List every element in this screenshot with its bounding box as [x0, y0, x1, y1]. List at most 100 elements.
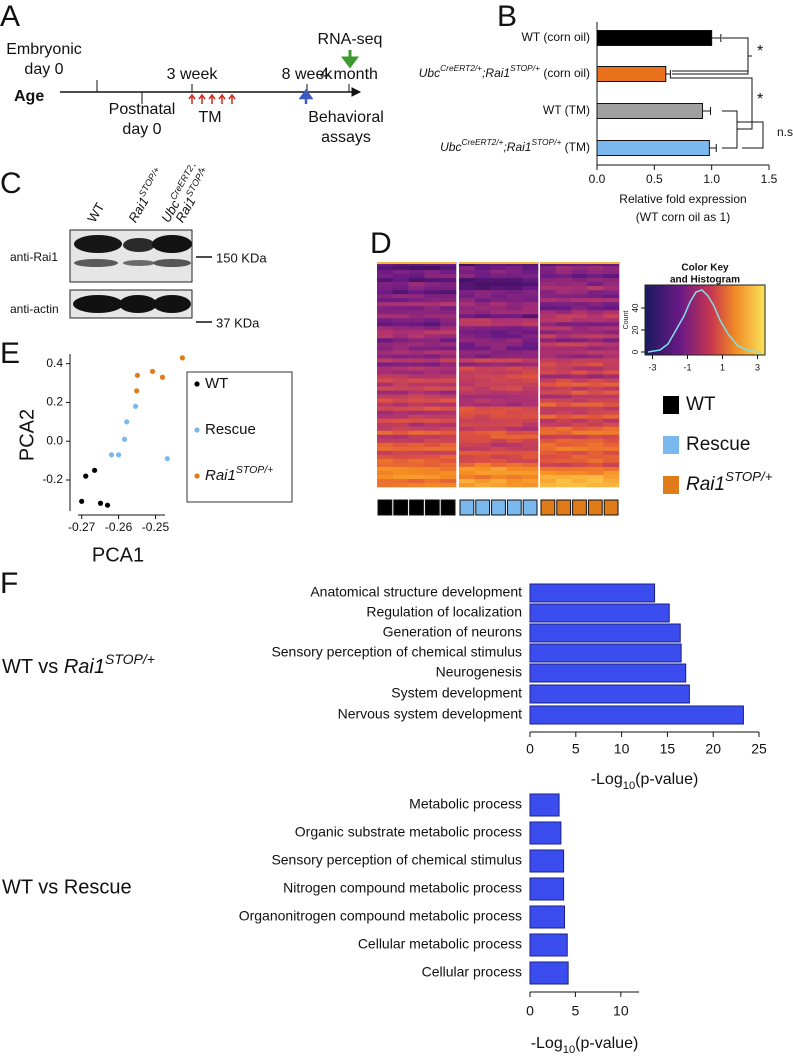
- heatmap-cell: [555, 342, 572, 347]
- heatmap-cell: [377, 406, 394, 411]
- text-segment: (corn oil): [540, 66, 590, 80]
- heatmap-cell: [506, 418, 523, 424]
- heatmap-cell: [490, 322, 507, 327]
- heatmap-cell: [490, 318, 507, 323]
- heatmap-cell: [377, 446, 394, 452]
- text-segment: WT: [85, 200, 108, 225]
- heatmap-cell: [408, 282, 425, 287]
- x-tick-label: 25: [751, 741, 767, 757]
- heatmap-cell: [459, 438, 476, 444]
- x-axis-label: (WT corn oil as 1): [636, 210, 730, 224]
- heatmap-cell: [440, 422, 457, 428]
- heatmap-cell: [540, 438, 557, 444]
- heatmap-cell: [571, 282, 588, 287]
- heatmap-cell: [587, 350, 604, 355]
- heatmap-cell: [474, 330, 491, 335]
- category-label: Organonitrogen compound metabolic proces…: [239, 908, 522, 924]
- heatmap-cell: [540, 434, 557, 440]
- heatmap-cell: [490, 410, 507, 415]
- heatmap-cell: [522, 278, 539, 283]
- heatmap-cell: [506, 446, 523, 452]
- heatmap-cell: [459, 314, 476, 319]
- heatmap-cell: [571, 326, 588, 331]
- heatmap-cell: [506, 294, 523, 299]
- heatmap-cell: [506, 422, 523, 428]
- heatmap-cell: [540, 474, 557, 480]
- heatmap-cell: [603, 466, 620, 472]
- heatmap-cell: [522, 266, 539, 271]
- panel-label: C: [0, 167, 22, 200]
- heatmap-cell: [522, 414, 539, 419]
- heatmap-cell: [555, 366, 572, 371]
- heatmap-cell: [571, 382, 588, 387]
- heatmap-cell: [571, 442, 588, 448]
- heatmap-cell: [474, 426, 491, 432]
- heatmap-cell: [392, 386, 409, 391]
- heatmap-cell: [474, 442, 491, 448]
- heatmap-cell: [603, 294, 620, 299]
- heatmap-cell: [603, 298, 620, 303]
- heatmap-cell: [424, 382, 441, 387]
- scatter-point: [121, 436, 128, 442]
- heatmap-cell: [424, 266, 441, 271]
- heatmap-cell: [571, 482, 588, 488]
- heatmap-cell: [459, 274, 476, 279]
- heatmap-cell: [377, 418, 394, 424]
- key-tick-label: -1: [683, 362, 691, 372]
- heatmap-cell: [440, 306, 457, 311]
- heatmap-cell: [490, 398, 507, 403]
- heatmap-cell: [408, 394, 425, 399]
- blot-label: anti-actin: [10, 302, 59, 316]
- heatmap-cell: [440, 366, 457, 371]
- heatmap-cell: [506, 266, 523, 271]
- category-label: Nitrogen compound metabolic process: [283, 880, 522, 896]
- heatmap-cell: [555, 406, 572, 411]
- heatmap-cell: [459, 286, 476, 291]
- heatmap-cell: [424, 262, 441, 267]
- heatmap-cell: [424, 270, 441, 275]
- heatmap-cell: [490, 370, 507, 375]
- bar: [529, 684, 690, 704]
- heatmap-cell: [459, 386, 476, 391]
- x-tick-label: 10: [614, 741, 630, 757]
- heatmap-cell: [522, 402, 539, 407]
- heatmap-cell: [459, 370, 476, 375]
- text-segment: Rai1: [205, 467, 236, 484]
- heatmap-cell: [440, 390, 457, 395]
- heatmap-cell: [555, 330, 572, 335]
- heatmap-cell: [474, 346, 491, 351]
- heatmap-cell: [440, 474, 457, 480]
- heatmap-cell: [540, 450, 557, 456]
- heatmap-cell: [474, 306, 491, 311]
- heatmap-cell: [440, 342, 457, 347]
- heatmap-cell: [555, 394, 572, 399]
- heatmap-cell: [540, 398, 557, 403]
- heatmap-cell: [603, 306, 620, 311]
- heatmap-cell: [459, 462, 476, 468]
- heatmap-cell: [377, 434, 394, 440]
- heatmap-cell: [424, 454, 441, 460]
- heatmap-cell: [392, 370, 409, 375]
- heatmap-cell: [392, 406, 409, 411]
- heatmap-cell: [522, 450, 539, 456]
- heatmap-cell: [392, 430, 409, 436]
- bar: [529, 603, 670, 623]
- heatmap-cell: [571, 402, 588, 407]
- heatmap-cell: [522, 282, 539, 287]
- heatmap-cell: [540, 410, 557, 415]
- heatmap-cell: [459, 334, 476, 339]
- heatmap-cell: [392, 454, 409, 460]
- heatmap-cell: [571, 418, 588, 424]
- timeline-event: day 0: [122, 121, 161, 138]
- heatmap-cell: [587, 334, 604, 339]
- heatmap-cell: [490, 334, 507, 339]
- heatmap-cell: [506, 290, 523, 295]
- heatmap-cell: [424, 442, 441, 448]
- scatter-point: [134, 388, 140, 394]
- heatmap-cell: [555, 314, 572, 319]
- heatmap-cell: [490, 306, 507, 311]
- heatmap-cell: [555, 306, 572, 311]
- heatmap-cell: [587, 286, 604, 291]
- heatmap-cell: [490, 262, 507, 267]
- scatter-point: [108, 452, 115, 458]
